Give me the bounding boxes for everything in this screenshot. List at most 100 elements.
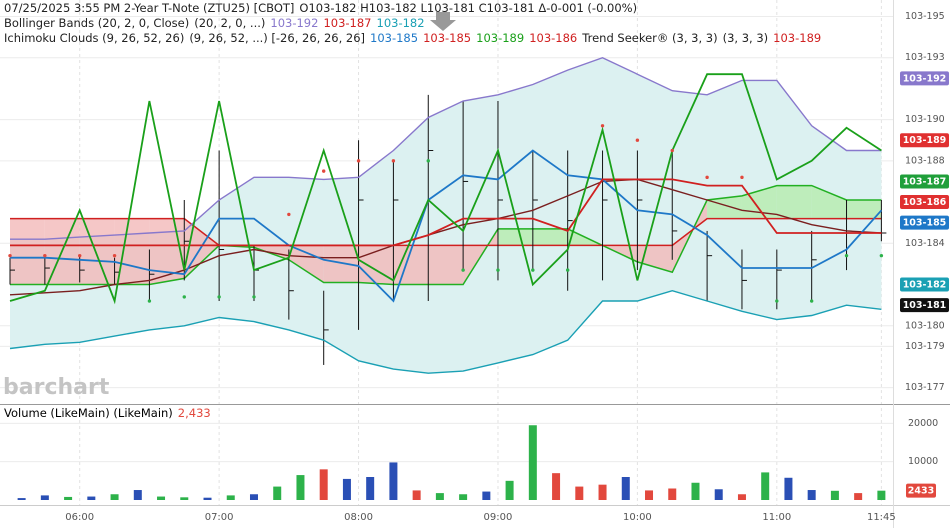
last-value-box [900,71,949,86]
x-tick-label: 09:00 [484,512,513,523]
trend-dot [635,138,640,142]
last-value-box [900,215,949,230]
volume-bar [40,495,49,500]
volume-bar [575,486,584,500]
last-value-box [900,298,949,313]
volume-bar [273,486,282,500]
trend-dot [879,253,884,258]
cloud-segment [10,218,45,285]
x-tick-label: 11:00 [762,512,791,523]
legend-text: O103-182 H103-182 L103-181 C103-181 Δ-0-… [299,1,638,15]
volume-bar [807,490,816,500]
trend-dot [287,212,291,217]
legend-text: 103-189 [773,31,822,45]
trend-dot [600,124,605,128]
last-value-label: 103-186 [903,197,947,208]
last-value-label: 2433 [908,486,934,497]
volume-bar [505,480,514,500]
last-value-box [906,483,936,498]
legend-text: (20, 2, 0, ...) [194,16,266,30]
y-tick-label: 103-188 [905,155,945,166]
trend-dot [112,253,117,258]
volume-bar [157,496,166,500]
last-value-box [900,174,949,189]
volume-last: 2,433 [177,406,211,420]
x-tick-label: 08:00 [344,512,373,523]
legend-text: (3, 3, 3) [722,31,769,45]
arrow-icon [430,12,456,31]
volume-bar [761,472,770,500]
trend-dot [43,253,47,258]
volume-bar [412,490,421,500]
y-tick-label: 103-195 [905,11,945,22]
x-tick-label: 10:00 [623,512,652,523]
trend-dot [670,148,674,153]
volume-bar [645,490,654,500]
volume-bar [389,462,398,500]
cloud-segment [288,245,324,283]
volume-bar [87,496,96,500]
trend-dot [252,295,256,299]
legend-line: Ichimoku Clouds (9, 26, 52, 26) (9, 26, 5… [4,31,826,46]
legend-text: Bollinger Bands (20, 2, 0, Close) [4,16,190,30]
cloud-segment [79,218,115,285]
cloud-segment [497,228,533,246]
trend-dot [391,159,396,163]
trend-dot [809,299,814,303]
trend-dot [705,175,709,180]
series-line [10,56,882,240]
y-tick-label: 103-193 [905,52,945,63]
last-value-label: 103-187 [903,176,947,187]
price-pane [8,56,887,374]
series-line [10,178,882,247]
x-tick-label: 06:00 [65,512,94,523]
legend-text: 103-185 [423,31,472,45]
x-tick-label: 07:00 [205,512,234,523]
trend-dot [78,253,82,258]
legend-line: Bollinger Bands (20, 2, 0, Close) (20, 2,… [4,16,826,31]
watermark: barchart [3,375,110,400]
y-tick-label: 103-180 [905,320,945,331]
trend-dot [182,295,186,299]
trend-dot [8,253,12,258]
last-value-label: 103-182 [903,280,947,291]
cloud-segment [149,218,185,285]
volume-bar [64,496,73,500]
series-line [10,149,883,303]
series-line [9,289,882,374]
y-tick-label: 103-177 [905,382,945,393]
volume-bar [598,484,607,500]
x-tick-label: 11:45 [867,512,896,523]
volume-title: Volume (LikeMain) (LikeMain) [4,406,173,420]
last-value-label: 103-185 [903,218,947,229]
trend-dot [565,268,570,272]
y-tick-label: 103-179 [905,341,945,352]
last-value-box [900,277,949,292]
legend-text: (9, 26, 52, ...) [-26, 26, 26, 26] [189,31,366,45]
y-tick-label: 10000 [908,456,938,467]
volume-bar [296,475,305,500]
cloud-segment [811,185,847,219]
trend-dot [496,268,500,272]
cloud-segment [637,245,673,273]
legend-text: 103-192 [270,16,319,30]
volume-bar [435,493,444,500]
cloud-line [10,184,882,286]
series-line [9,73,882,305]
volume-bar [621,477,630,500]
cloud-segment [428,245,464,285]
volume-bar [668,488,677,500]
last-value-label: 103-181 [903,300,947,311]
cloud-line [10,217,882,247]
volume-bar [366,477,375,500]
volume-bar [180,497,189,500]
cloud-segment [707,195,742,219]
trend-dot [147,299,152,303]
cloud-segment [323,245,359,283]
last-value-label: 103-189 [903,135,947,146]
volume-bar [877,490,886,500]
volume-legend: Volume (LikeMain) (LikeMain) 2,433 [4,406,216,421]
cloud-segment [532,228,568,246]
